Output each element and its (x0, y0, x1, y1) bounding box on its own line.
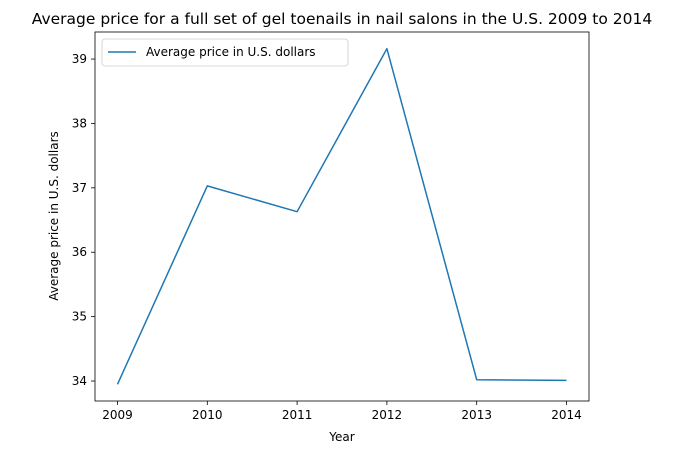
x-tick-label: 2010 (192, 408, 223, 422)
x-axis: 2009 2010 2011 2012 2013 2014 (102, 401, 582, 422)
x-tick-label: 2014 (551, 408, 582, 422)
y-tick-label: 39 (72, 52, 87, 66)
x-tick-label: 2012 (372, 408, 403, 422)
y-axis-label: Average price in U.S. dollars (47, 131, 61, 301)
series-group (116, 47, 567, 385)
y-tick-label: 37 (72, 181, 87, 195)
y-tick-label: 35 (72, 310, 87, 324)
y-tick-label: 34 (72, 374, 87, 388)
y-tick-label: 38 (72, 116, 87, 130)
y-axis: 34 35 36 37 38 39 (72, 52, 95, 388)
plot-area (94, 31, 590, 402)
legend: Average price in U.S. dollars (101, 38, 349, 67)
x-tick-label: 2009 (102, 408, 133, 422)
y-tick-label: 36 (72, 245, 87, 259)
x-axis-label: Year (328, 430, 354, 444)
legend-box (101, 38, 349, 67)
legend-label: Average price in U.S. dollars (146, 45, 316, 59)
series-line (116, 47, 567, 385)
chart-title: Average price for a full set of gel toen… (32, 10, 653, 28)
x-tick-label: 2013 (461, 408, 492, 422)
x-tick-label: 2011 (282, 408, 313, 422)
